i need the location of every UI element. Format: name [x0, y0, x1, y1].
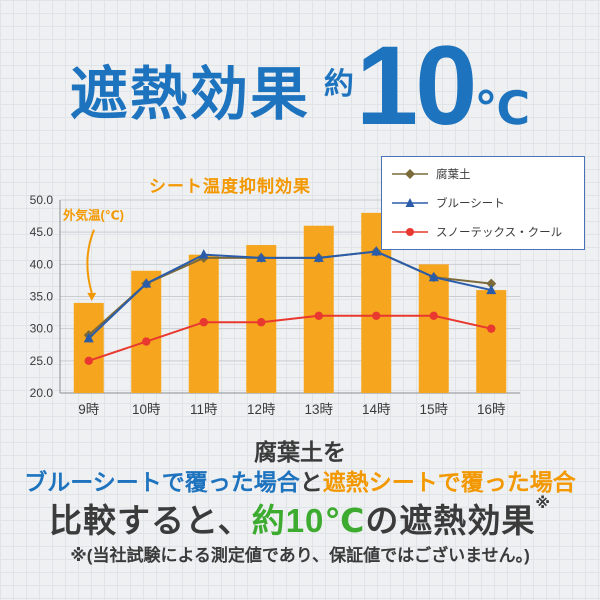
legend-item-2: ブルーシート	[390, 195, 576, 211]
footer-compare-text: 比較すると、	[49, 502, 252, 539]
legend-item-1: 腐葉土	[390, 166, 576, 182]
svg-text:16時: 16時	[477, 402, 506, 417]
title-approx: 約	[323, 68, 354, 101]
svg-text:10時: 10時	[132, 402, 161, 417]
svg-text:50.0: 50.0	[30, 193, 54, 207]
footer-line-1: 腐葉土を	[254, 439, 346, 465]
diamond-marker-icon	[392, 169, 428, 179]
svg-text:25.0: 25.0	[30, 354, 54, 368]
svg-text:外気温(℃): 外気温(℃)	[62, 207, 124, 222]
svg-text:35.0: 35.0	[30, 290, 54, 304]
line-series-3	[84, 311, 496, 366]
svg-text:12時: 12時	[247, 402, 276, 417]
footer-note-mark: ※	[535, 495, 551, 512]
outside-temp-annotation: 外気温(℃)	[62, 207, 124, 301]
svg-text:11時: 11時	[190, 402, 218, 417]
title-word: 遮熱効果	[69, 62, 310, 127]
svg-text:45.0: 45.0	[30, 225, 54, 239]
svg-text:9時: 9時	[78, 402, 100, 417]
svg-text:13時: 13時	[304, 402, 333, 417]
svg-text:15時: 15時	[419, 402, 448, 417]
circle-marker-icon	[392, 228, 428, 236]
title-number: 10	[355, 23, 478, 148]
chart-legend: 腐葉土ブルーシートスノーテックス・クール	[381, 156, 585, 250]
line-series-2	[83, 245, 497, 343]
chart-title: シート温度抑制効果	[149, 177, 311, 196]
bar-series	[73, 212, 507, 393]
footer-line-3: 比較すると、約10℃の遮熱効果※	[0, 494, 600, 542]
triangle-marker-icon	[392, 198, 428, 207]
footer-disclaimer: ※(当社試験による測定値であり、保証値ではございません。)	[70, 546, 530, 565]
page-title: 遮熱効果 約 10 ℃	[0, 30, 600, 142]
footer-effect-text: の遮熱効果	[365, 502, 536, 539]
footer-degrees-text: 約10℃	[251, 502, 366, 539]
legend-label: スノーテックス・クール	[436, 227, 563, 239]
svg-text:40.0: 40.0	[30, 257, 54, 271]
title-unit: ℃	[474, 82, 531, 134]
legend-label: 腐葉土	[436, 169, 471, 181]
legend-label: ブルーシート	[436, 198, 505, 210]
footer-bluesheet-text: ブルーシートで覆った場合	[24, 469, 300, 495]
legend-item-3: スノーテックス・クール	[390, 224, 576, 240]
footer-line-2: ブルーシートで覆った場合と遮熱シートで覆った場合	[0, 463, 600, 497]
footer-heatsheet-text: 遮熱シートで覆った場合	[322, 469, 576, 495]
svg-text:30.0: 30.0	[30, 322, 54, 336]
svg-text:20.0: 20.0	[30, 386, 54, 400]
temperature-chart: 20.0 25.0 30.0 35.0 40.0 45.0 50.0 9時 10時 11時 12時 1…	[30, 193, 520, 417]
x-axis-labels: 9時 10時 11時 12時 13時 14時 15時 16時	[78, 402, 506, 417]
footer-and-text: と	[299, 469, 323, 495]
svg-text:14時: 14時	[362, 402, 391, 417]
